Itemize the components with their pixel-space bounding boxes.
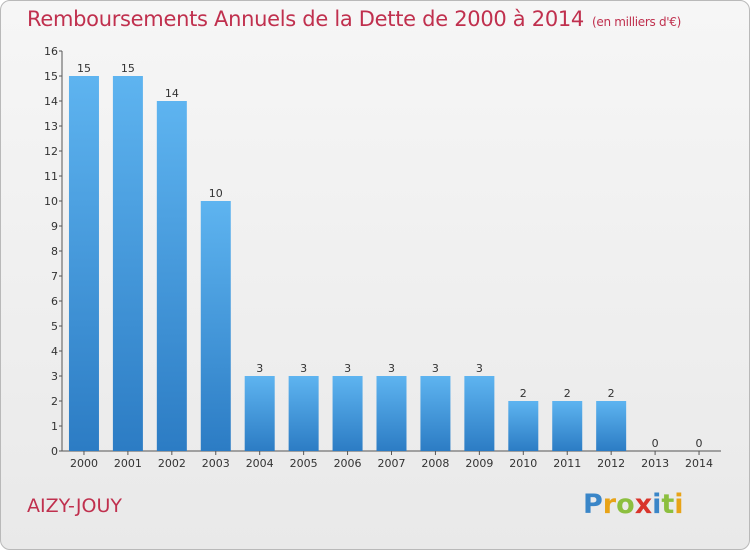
proxiti-logo: Proxiti xyxy=(583,489,684,520)
commune-name: AIZY-JOUY xyxy=(27,495,122,517)
x-tick-label: 2008 xyxy=(421,457,449,470)
bar xyxy=(68,76,99,451)
logo-letter: P xyxy=(583,489,603,520)
chart-title: Remboursements Annuels de la Dette de 20… xyxy=(27,7,681,31)
logo-letter: t xyxy=(661,489,675,520)
y-tick-label: 3 xyxy=(51,370,58,383)
x-tick-label: 2004 xyxy=(246,457,274,470)
logo-letter: x xyxy=(634,489,653,520)
bar-value-label: 2 xyxy=(608,387,615,400)
bar xyxy=(552,401,583,451)
y-tick-label: 16 xyxy=(44,45,58,58)
x-tick-label: 2003 xyxy=(202,457,230,470)
logo-letter: i xyxy=(652,489,662,520)
x-tick-label: 2007 xyxy=(378,457,406,470)
bar-value-label: 3 xyxy=(300,362,307,375)
bar-value-label: 15 xyxy=(121,62,135,75)
bar-value-label: 10 xyxy=(209,187,223,200)
bar-value-label: 3 xyxy=(432,362,439,375)
bar-value-label: 0 xyxy=(652,437,659,450)
bar xyxy=(288,376,319,451)
chart-subtitle: (en milliers d'€) xyxy=(592,15,682,29)
y-tick-label: 9 xyxy=(51,220,58,233)
bar-value-label: 3 xyxy=(344,362,351,375)
x-tick-label: 2002 xyxy=(158,457,186,470)
bar-value-label: 3 xyxy=(388,362,395,375)
x-tick-label: 2005 xyxy=(290,457,318,470)
bar xyxy=(200,201,231,451)
y-tick-label: 6 xyxy=(51,295,58,308)
bar xyxy=(156,101,187,451)
bar-value-label: 14 xyxy=(165,87,179,100)
bar-value-label: 0 xyxy=(696,437,703,450)
bar-value-label: 3 xyxy=(476,362,483,375)
bar-value-label: 2 xyxy=(564,387,571,400)
y-tick-label: 0 xyxy=(51,445,58,458)
bar xyxy=(332,376,363,451)
bar xyxy=(244,376,275,451)
bar xyxy=(420,376,451,451)
x-tick-label: 2012 xyxy=(597,457,625,470)
y-tick-label: 5 xyxy=(51,320,58,333)
x-tick-label: 2001 xyxy=(114,457,142,470)
bar xyxy=(508,401,539,451)
y-tick-label: 15 xyxy=(44,70,58,83)
chart-title-text: Remboursements Annuels de la Dette de 20… xyxy=(27,7,584,31)
y-tick-label: 4 xyxy=(51,345,58,358)
bar xyxy=(464,376,495,451)
y-tick-label: 7 xyxy=(51,270,58,283)
x-tick-label: 2014 xyxy=(685,457,713,470)
y-tick-label: 2 xyxy=(51,395,58,408)
bar-value-label: 2 xyxy=(520,387,527,400)
logo-letter: r xyxy=(602,489,617,520)
bar-value-label: 15 xyxy=(77,62,91,75)
x-tick-label: 2000 xyxy=(70,457,98,470)
y-tick-label: 14 xyxy=(44,95,58,108)
logo-letter: o xyxy=(616,489,635,520)
x-tick-label: 2013 xyxy=(641,457,669,470)
bar xyxy=(596,401,627,451)
logo-letter: i xyxy=(674,489,684,520)
y-tick-label: 8 xyxy=(51,245,58,258)
y-tick-label: 1 xyxy=(51,420,58,433)
y-tick-label: 10 xyxy=(44,195,58,208)
y-tick-label: 13 xyxy=(44,120,58,133)
x-tick-label: 2009 xyxy=(465,457,493,470)
x-tick-label: 2006 xyxy=(334,457,362,470)
x-tick-label: 2010 xyxy=(509,457,537,470)
bar-value-label: 3 xyxy=(256,362,263,375)
bar xyxy=(112,76,143,451)
y-tick-label: 12 xyxy=(44,145,58,158)
bar xyxy=(376,376,407,451)
y-tick-label: 11 xyxy=(44,170,58,183)
x-tick-label: 2011 xyxy=(553,457,581,470)
